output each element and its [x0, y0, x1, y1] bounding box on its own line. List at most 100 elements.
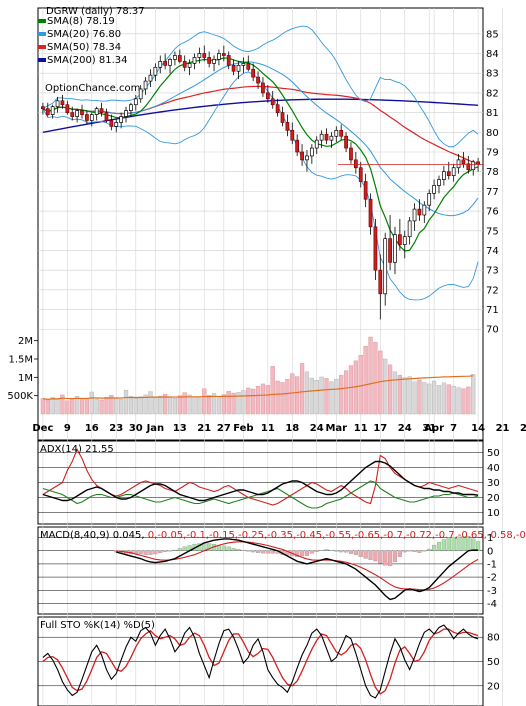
candle-body: [451, 167, 456, 176]
volume-bar: [246, 387, 251, 415]
macd-histogram-bar: [251, 550, 256, 553]
volume-bar: [241, 390, 246, 415]
candle-body: [290, 129, 295, 141]
candle-body: [329, 135, 334, 141]
volume-bar: [182, 392, 187, 415]
price-tick-label: 78: [486, 167, 499, 178]
macd-histogram-bar: [353, 550, 358, 555]
volume-bar: [339, 374, 344, 415]
candle-body: [163, 61, 168, 66]
x-tick-label: Feb: [233, 423, 253, 434]
macd-tick-label: -2: [487, 573, 497, 584]
candle-body: [133, 98, 138, 106]
x-tick-label: 14: [471, 423, 485, 434]
adx-adx-line: [42, 460, 479, 502]
price-tick-label: 74: [486, 246, 499, 257]
macd-histogram-bar: [348, 550, 354, 554]
candle-body: [45, 108, 50, 115]
volume-bar: [79, 399, 85, 415]
candle-body: [295, 139, 300, 153]
x-tick-label: 11: [261, 423, 275, 434]
macd-histogram-bar: [221, 545, 226, 551]
volume-tick-label: 1.5M: [8, 355, 33, 366]
macd-tick-label: -4: [487, 599, 497, 610]
volume-bar: [397, 374, 402, 415]
candle-body: [373, 226, 378, 271]
macd-histogram-bar: [388, 550, 393, 567]
candle-body: [427, 192, 432, 206]
volume-bar: [55, 399, 60, 415]
stochastic-k-line: [42, 624, 479, 699]
macd-histogram-bar: [231, 547, 236, 551]
candle-body: [70, 112, 75, 117]
adx-tick-label: 30: [487, 478, 500, 489]
legend-entry: SMA(50) 78.34: [47, 42, 121, 53]
candle-body: [324, 133, 329, 141]
candle-body: [143, 80, 148, 90]
volume-bar: [143, 394, 148, 415]
volume-bar: [119, 399, 124, 415]
candle-body: [173, 55, 177, 60]
volume-bar: [402, 377, 407, 415]
macd-histogram-bar: [304, 550, 310, 556]
volume-bar: [412, 381, 417, 415]
macd-histogram-bar: [143, 550, 148, 555]
candle-body: [75, 110, 79, 117]
volume-bar: [456, 387, 461, 415]
volume-bar: [329, 381, 334, 415]
macd-histogram-bar: [476, 541, 481, 551]
candle-body: [393, 234, 397, 263]
macd-histogram-bar: [397, 550, 402, 557]
volume-bar: [75, 396, 80, 415]
volume-bar: [304, 371, 310, 415]
volume-bar: [216, 396, 222, 415]
candle-body: [412, 208, 417, 222]
volume-bar: [50, 397, 55, 415]
volume-bar: [133, 398, 138, 415]
volume-bar: [202, 388, 207, 415]
price-tick-label: 82: [486, 88, 499, 99]
stochastic-tick-label: 20: [487, 681, 500, 692]
candle-body: [339, 129, 344, 137]
candle-body: [241, 63, 246, 66]
stochastic-label: Full STO %K(14) %D(5): [40, 620, 155, 631]
adx-tick-label: 50: [487, 448, 500, 459]
macd-histogram-bar: [358, 550, 363, 557]
macd-histogram-bar: [207, 543, 212, 551]
candle-body: [398, 234, 402, 245]
candle-body: [109, 120, 114, 127]
panel-frame-price: [37, 7, 484, 441]
macd-histogram-bar: [260, 550, 266, 554]
adx-tick-label: 10: [487, 508, 500, 519]
volume-bar: [422, 382, 427, 415]
macd-histogram-bar: [324, 549, 329, 551]
macd-histogram-bar: [461, 536, 466, 551]
candle-body: [368, 198, 373, 228]
x-tick-label: 16: [85, 423, 99, 434]
volume-bar: [373, 341, 378, 415]
upper-band-line: [42, 25, 479, 148]
candle-body: [212, 59, 216, 64]
candle-body: [432, 185, 436, 194]
volume-tick-label: 2M: [18, 336, 33, 347]
x-tick-label: 18: [285, 423, 299, 434]
candle-body: [114, 122, 119, 127]
candle-body: [251, 68, 256, 78]
candle-body: [314, 139, 319, 149]
candle-body: [221, 53, 226, 56]
volume-tick-label: 1M: [18, 373, 33, 384]
volume-bar: [309, 377, 314, 415]
volume-bar: [99, 399, 104, 415]
volume-bar: [40, 398, 45, 415]
macd-histogram-bar: [158, 550, 163, 553]
macd-histogram-bar: [314, 550, 319, 552]
candle-body: [383, 238, 388, 295]
candle-body: [153, 66, 158, 76]
price-tick-label: 81: [486, 108, 499, 119]
candle-body: [309, 147, 314, 157]
candle-body: [50, 106, 55, 115]
volume-bar: [60, 394, 65, 415]
price-tick-label: 84: [486, 49, 499, 60]
macd-histogram-bar: [417, 550, 422, 553]
volume-bar: [275, 380, 280, 415]
